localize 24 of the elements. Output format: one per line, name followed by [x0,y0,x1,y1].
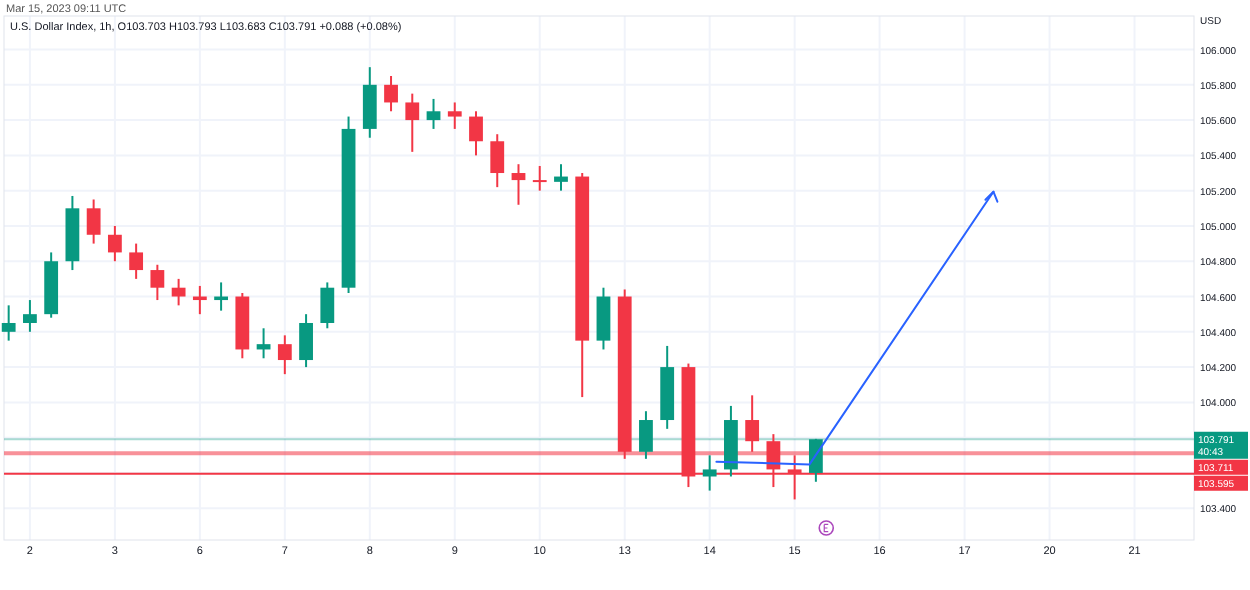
candlestick [299,313,313,369]
candlestick [426,97,441,130]
candlestick [702,454,717,492]
candlestick [171,277,186,307]
candlestick [447,101,462,130]
candlestick [320,281,335,330]
candlestick [107,224,122,263]
candlestick [23,299,37,333]
candlestick [86,198,101,245]
candlestick [532,164,547,192]
candlestick [129,242,144,280]
candlestick [596,286,611,351]
candlestick [405,92,420,153]
candlestick [362,66,377,139]
candlestick [384,74,398,113]
candlestick [511,163,526,206]
candlestick [469,110,483,157]
candlestick [639,410,653,460]
candlestick [490,133,505,189]
candlestick [277,334,292,376]
candlestick [150,263,165,302]
candlestick [1,304,16,342]
candlestick [745,394,760,453]
candlestick [554,163,568,192]
